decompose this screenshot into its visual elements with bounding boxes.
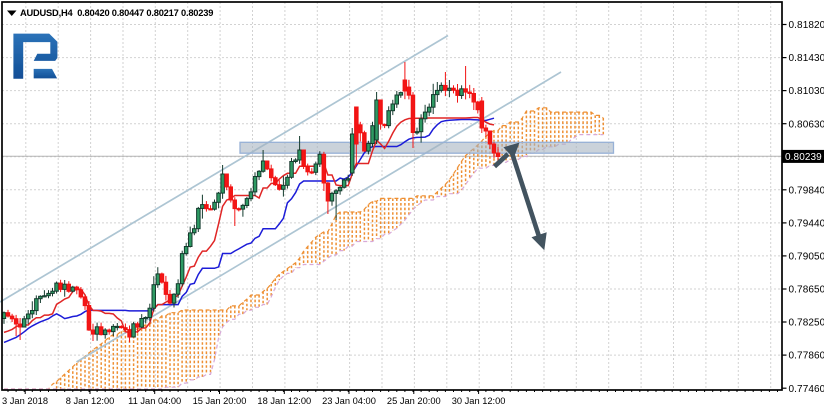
svg-text:0.79440: 0.79440 — [789, 219, 824, 230]
svg-text:15 Jan 20:00: 15 Jan 20:00 — [193, 396, 247, 406]
svg-text:30 Jan 12:00: 30 Jan 12:00 — [452, 396, 506, 406]
svg-text:0.79050: 0.79050 — [789, 252, 824, 263]
svg-text:0.78650: 0.78650 — [789, 285, 824, 296]
svg-text:AUDUSD,H4 0.80420 0.80447 0.8: AUDUSD,H4 0.80420 0.80447 0.80217 0.8023… — [20, 8, 213, 18]
svg-text:0.78250: 0.78250 — [789, 318, 824, 329]
svg-text:11 Jan 04:00: 11 Jan 04:00 — [128, 396, 181, 406]
svg-text:3 Jan 2018: 3 Jan 2018 — [2, 396, 48, 406]
svg-text:0.77460: 0.77460 — [789, 384, 824, 395]
svg-text:0.79840: 0.79840 — [789, 185, 824, 196]
svg-text:18 Jan 12:00: 18 Jan 12:00 — [257, 396, 311, 406]
svg-text:0.77860: 0.77860 — [789, 351, 824, 362]
svg-text:0.80630: 0.80630 — [789, 119, 824, 130]
svg-text:0.81820: 0.81820 — [789, 20, 824, 31]
svg-text:0.81030: 0.81030 — [789, 86, 824, 97]
svg-text:8 Jan 12:00: 8 Jan 12:00 — [66, 396, 115, 406]
svg-text:0.80239: 0.80239 — [785, 152, 822, 163]
svg-text:0.81430: 0.81430 — [789, 53, 824, 64]
svg-text:25 Jan 20:00: 25 Jan 20:00 — [387, 396, 441, 406]
svg-text:23 Jan 04:00: 23 Jan 04:00 — [322, 396, 376, 406]
